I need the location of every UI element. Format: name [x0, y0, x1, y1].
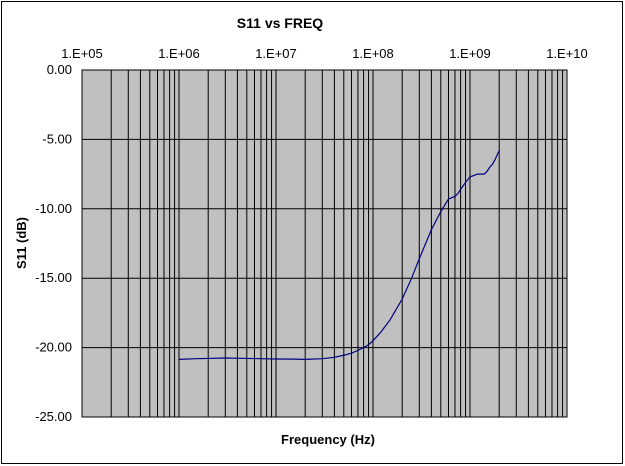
- x-tick-label: 1.E+05: [61, 46, 103, 61]
- y-axis-label: S11 (dB): [14, 217, 29, 269]
- plot-area: [82, 70, 567, 417]
- series-line-s11: [178, 150, 500, 361]
- x-tick-label: 1.E+07: [255, 46, 297, 61]
- y-tick-label: -15.00: [35, 270, 72, 285]
- chart-title: S11 vs FREQ: [237, 15, 323, 31]
- x-tick-label: 1.E+08: [352, 46, 394, 61]
- y-tick-label: -10.00: [35, 201, 72, 216]
- minor-gridlines: [110, 70, 564, 417]
- x-axis-tick-labels: 1.E+05 1.E+06 1.E+07 1.E+08 1.E+09 1.E+10: [61, 46, 588, 61]
- x-tick-label: 1.E+06: [158, 46, 200, 61]
- y-tick-label: -25.00: [35, 409, 72, 424]
- x-tick-label: 1.E+09: [449, 46, 491, 61]
- x-axis-label: Frequency (Hz): [281, 432, 375, 447]
- x-tick-label: 1.E+10: [546, 46, 588, 61]
- y-axis-tick-labels: 0.00 -5.00 -10.00 -15.00 -20.00 -25.00: [35, 62, 72, 424]
- y-tick-label: -5.00: [42, 131, 72, 146]
- y-tick-label: -20.00: [35, 340, 72, 355]
- y-tick-label: 0.00: [47, 62, 72, 77]
- plot-border: [81, 69, 568, 418]
